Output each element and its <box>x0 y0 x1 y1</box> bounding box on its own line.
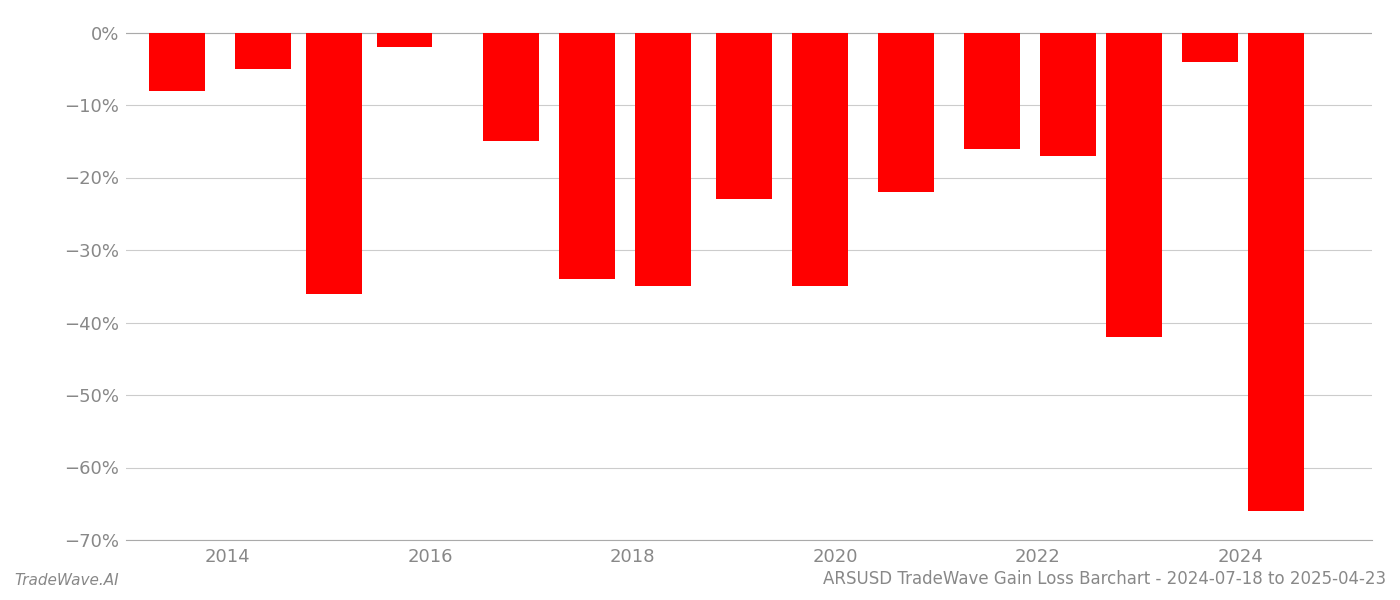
Bar <box>235 32 291 69</box>
Bar <box>305 32 361 293</box>
Bar <box>792 32 848 286</box>
Bar <box>559 32 615 279</box>
Bar <box>715 32 771 199</box>
Bar <box>1182 32 1238 61</box>
Bar <box>1247 32 1303 511</box>
Bar <box>636 32 690 286</box>
Bar <box>878 32 934 192</box>
Text: TradeWave.AI: TradeWave.AI <box>14 573 119 588</box>
Bar <box>1040 32 1096 156</box>
Bar <box>1106 32 1162 337</box>
Bar <box>965 32 1021 148</box>
Bar <box>483 32 539 141</box>
Text: ARSUSD TradeWave Gain Loss Barchart - 2024-07-18 to 2025-04-23: ARSUSD TradeWave Gain Loss Barchart - 20… <box>823 570 1386 588</box>
Bar <box>377 32 433 47</box>
Bar <box>148 32 204 91</box>
